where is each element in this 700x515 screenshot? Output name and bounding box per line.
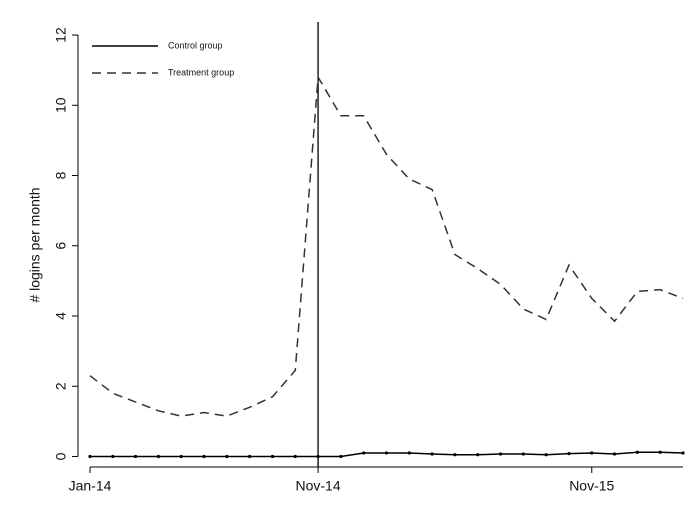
x-tick-label: Jan-14: [69, 478, 112, 494]
point: [476, 453, 480, 457]
point: [635, 450, 639, 454]
y-tick-label: 0: [53, 452, 69, 460]
point: [567, 452, 571, 456]
point: [590, 451, 594, 455]
point: [316, 454, 320, 459]
point: [202, 454, 206, 459]
point: [339, 454, 343, 459]
legend-label: Treatment group: [168, 67, 234, 77]
point: [111, 454, 115, 459]
point: [156, 454, 161, 459]
point: [430, 452, 434, 456]
point: [134, 454, 138, 459]
y-tick-label: 8: [53, 171, 69, 179]
point: [407, 451, 411, 455]
legend-label: Control group: [168, 40, 223, 50]
point: [293, 454, 297, 459]
x-tick-label: Nov-15: [569, 478, 614, 494]
point: [658, 450, 662, 454]
point: [88, 454, 92, 459]
point: [225, 454, 229, 459]
point: [498, 452, 503, 456]
series-line: [89, 74, 684, 417]
point: [362, 451, 366, 455]
y-tick-label: 2: [53, 382, 69, 390]
x-tick-label: Nov-14: [296, 478, 341, 494]
y-tick-label: 6: [53, 242, 69, 250]
point: [179, 454, 183, 459]
point: [270, 454, 275, 459]
point: [248, 454, 252, 459]
y-tick-label: 10: [53, 97, 69, 113]
point: [453, 453, 457, 457]
point: [612, 452, 617, 456]
point: [681, 451, 685, 455]
point: [521, 452, 525, 456]
y-tick-label: 4: [53, 312, 69, 320]
y-tick-label: 12: [53, 27, 69, 43]
point: [384, 451, 389, 455]
point: [544, 453, 548, 457]
y-axis-label: # logins per month: [27, 187, 43, 302]
